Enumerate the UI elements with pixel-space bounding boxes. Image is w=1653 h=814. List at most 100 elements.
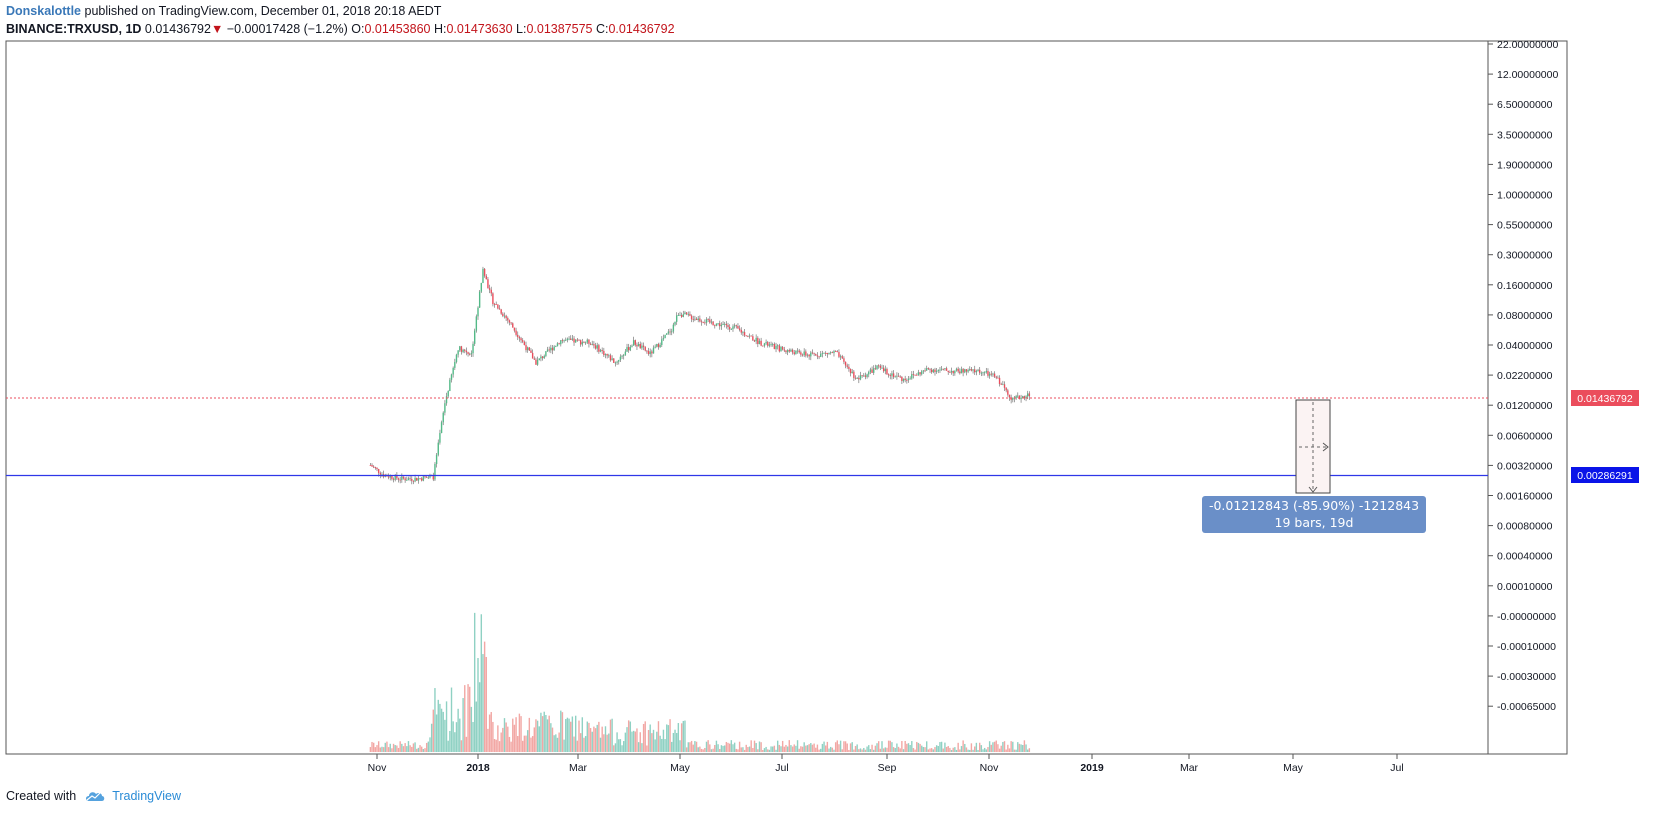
price-range-measure[interactable]: -0.01212843 (-85.90%) -1212843 19 bars, … <box>1202 399 1426 533</box>
candle-body <box>871 369 873 373</box>
volume-bar <box>546 719 549 752</box>
candle-body <box>429 475 431 478</box>
volume-bar <box>990 744 992 752</box>
volume-bar <box>598 721 600 752</box>
candle-body <box>649 351 651 355</box>
candle-body <box>765 342 767 344</box>
candle-body <box>868 371 870 375</box>
volume-bar <box>851 742 853 752</box>
volume-bar <box>962 740 964 752</box>
candle-body <box>694 318 696 320</box>
volume-bar <box>728 743 731 752</box>
candle-body <box>526 347 529 351</box>
candle-body <box>1007 390 1009 395</box>
candle-body <box>627 347 630 351</box>
candle-body <box>662 338 665 340</box>
tradingview-link[interactable]: TradingView <box>112 789 181 803</box>
candle-body <box>601 349 603 351</box>
volume-bar <box>904 740 906 752</box>
candle-body <box>412 480 415 482</box>
volume-bar <box>871 744 873 752</box>
volume-bar <box>414 742 416 752</box>
volume-bar <box>798 748 800 752</box>
candle-body <box>573 338 575 343</box>
candle-body <box>583 342 585 343</box>
candle-body <box>1005 387 1007 391</box>
author-name[interactable]: Donskalottle <box>6 4 82 18</box>
volume-bar <box>844 741 847 752</box>
candle-body <box>396 475 398 479</box>
volume-bar <box>772 746 774 752</box>
volume-bar <box>841 749 843 752</box>
candle-body <box>717 323 719 325</box>
volume-bar <box>425 742 428 752</box>
volume-bar <box>757 749 759 752</box>
candle-body <box>459 346 461 351</box>
candle-body <box>916 374 918 376</box>
candle-body <box>487 279 489 289</box>
volume-bar <box>603 734 605 752</box>
candle-body <box>411 478 413 481</box>
candle-body <box>611 358 613 361</box>
candle-body <box>735 325 737 327</box>
candle-body <box>493 304 496 305</box>
candle-body <box>932 369 935 373</box>
candle-body <box>775 345 777 350</box>
y-tick-label: -0.00065000 <box>1497 701 1556 713</box>
volume-bar <box>879 748 882 752</box>
volume-bar <box>997 744 999 752</box>
volume-bar <box>985 749 988 752</box>
volume-bar <box>371 741 373 752</box>
volume-bar <box>854 746 857 752</box>
candle-body <box>826 352 829 354</box>
volume-bar <box>412 743 415 752</box>
volume-bar <box>442 711 444 752</box>
candle-body <box>623 354 625 356</box>
volume-bar <box>581 717 584 752</box>
volume-bar <box>377 741 380 752</box>
volume-bar <box>566 717 569 752</box>
candle-body <box>886 368 888 375</box>
volume-bar <box>924 747 926 752</box>
y-tick-label: 0.08000000 <box>1497 310 1553 322</box>
volume-bar <box>939 742 941 752</box>
volume-bar <box>795 745 797 752</box>
candle-body <box>606 354 608 356</box>
candle-body <box>788 350 790 352</box>
volume-bar <box>430 723 433 752</box>
candle-body <box>406 480 408 481</box>
volume-bar <box>475 701 478 752</box>
volume-bar <box>429 737 431 752</box>
candle-body <box>914 374 916 376</box>
hline-price-tag-text: 0.00286291 <box>1577 470 1633 482</box>
volume-bar <box>775 749 777 752</box>
volume-bar <box>960 746 963 752</box>
candle-body <box>599 349 602 352</box>
volume-bar <box>480 614 483 752</box>
candle-body <box>531 352 534 359</box>
volume-bar <box>505 722 507 752</box>
candle-body <box>874 368 877 370</box>
candle-body <box>525 345 527 351</box>
candle-body <box>750 335 752 337</box>
publish-info: Donskalottle published on TradingView.co… <box>6 4 441 18</box>
candle-body <box>626 347 628 352</box>
volume-bar <box>858 749 860 752</box>
volume-bar <box>642 723 645 752</box>
y-tick-label: 0.00320000 <box>1497 460 1553 472</box>
volume-bar <box>959 749 961 752</box>
volume-bar <box>820 748 822 752</box>
candle-body <box>661 339 663 345</box>
volume-bar <box>406 746 408 752</box>
volume-bar <box>424 748 426 752</box>
candle-body <box>882 367 885 372</box>
candle-body <box>753 340 756 342</box>
y-tick-label: 1.90000000 <box>1497 159 1553 171</box>
volume-bar <box>950 749 953 752</box>
volume-bar <box>868 745 870 752</box>
candle-body <box>425 477 428 478</box>
y-tick-label: 0.00080000 <box>1497 521 1553 533</box>
volume-bar <box>374 747 377 752</box>
candle-body <box>848 366 850 369</box>
